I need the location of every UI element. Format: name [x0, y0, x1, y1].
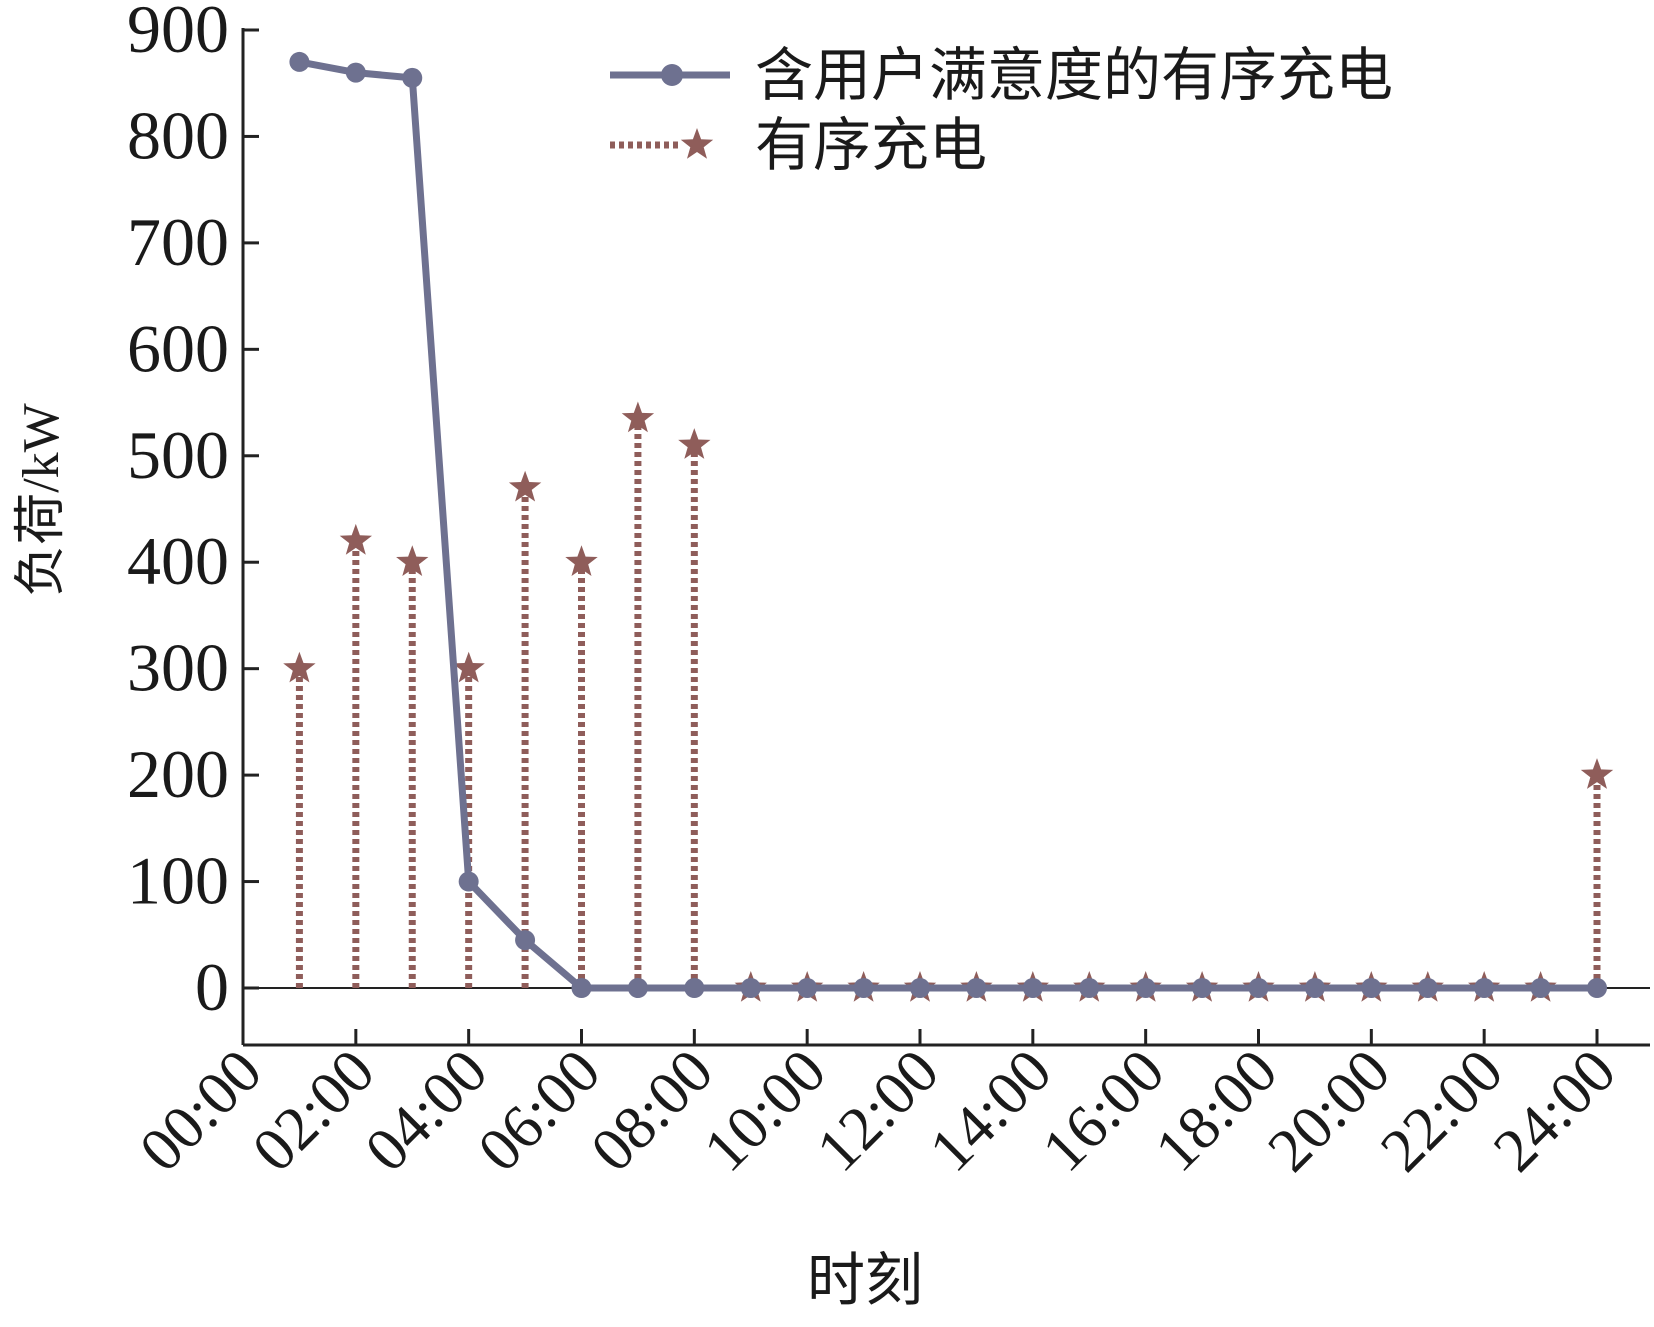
x-tick-label: 20:00 [1255, 1037, 1403, 1185]
x-tick-label: 12:00 [804, 1037, 952, 1185]
y-tick-label: 600 [127, 310, 229, 386]
orderly-star-point [283, 651, 316, 683]
legend-marker-orderly [680, 128, 714, 159]
y-tick-label: 800 [127, 97, 229, 173]
satisfaction-line [298, 58, 1597, 992]
satisfaction-point [1361, 978, 1382, 998]
satisfaction-point [1474, 978, 1495, 998]
x-tick-label: 24:00 [1481, 1037, 1629, 1185]
legend-marker-satisfaction [661, 64, 683, 86]
orderly-star-point [452, 651, 485, 683]
orderly-star-point [621, 401, 655, 433]
y-tick-label: 900 [127, 0, 229, 67]
y-tick-label: 700 [127, 204, 229, 280]
satisfaction-point [1079, 978, 1100, 998]
satisfaction-point [402, 67, 423, 88]
x-tick-label: 10:00 [691, 1037, 839, 1185]
x-tick-label: 04:00 [353, 1037, 501, 1185]
orderly-star-point [565, 545, 598, 576]
satisfaction-point [515, 930, 536, 951]
satisfaction-point [1587, 978, 1607, 998]
series-orderly-charging [283, 401, 1614, 1002]
x-tick-label: 00:00 [127, 1037, 275, 1185]
satisfaction-point [797, 978, 818, 998]
x-tick-label: 18:00 [1142, 1037, 1290, 1185]
orderly-star-point [508, 470, 542, 502]
orderly-star-point [396, 545, 429, 576]
x-tick-label: 14:00 [917, 1037, 1065, 1185]
y-tick-label: 500 [127, 417, 229, 493]
satisfaction-point [627, 978, 648, 998]
y-tick-label: 0 [195, 949, 229, 1025]
satisfaction-point [910, 978, 930, 998]
series-satisfaction-charging [289, 51, 1607, 998]
satisfaction-point [1248, 978, 1269, 998]
x-tick-label: 06:00 [465, 1037, 613, 1185]
satisfaction-point [1304, 978, 1325, 998]
legend-label-satisfaction: 含用户满意度的有序充电 [755, 43, 1393, 108]
satisfaction-point [1530, 978, 1551, 998]
orderly-star-point [678, 428, 711, 459]
satisfaction-point [458, 871, 479, 892]
satisfaction-point [289, 51, 310, 72]
orderly-star-point [1580, 758, 1614, 789]
satisfaction-point [1022, 978, 1043, 998]
y-tick-label: 100 [127, 843, 229, 919]
x-tick-label: 16:00 [1030, 1037, 1178, 1185]
satisfaction-point [966, 978, 987, 998]
legend-label-orderly: 有序充电 [755, 113, 987, 178]
x-tick-label: 08:00 [578, 1037, 726, 1185]
y-tick-label: 300 [127, 630, 229, 706]
satisfaction-point [345, 62, 366, 83]
satisfaction-point [740, 978, 761, 998]
y-tick-label: 200 [127, 736, 229, 812]
satisfaction-point [853, 978, 874, 998]
y-tick-label: 400 [127, 523, 229, 599]
x-tick-label: 02:00 [240, 1037, 388, 1185]
x-tick-label: 22:00 [1368, 1037, 1516, 1185]
satisfaction-point [684, 978, 705, 998]
y-axis-label: 负荷/kW [13, 403, 70, 597]
x-axis-label: 时刻 [807, 1248, 923, 1313]
satisfaction-point [1192, 978, 1213, 998]
orderly-star-point [339, 523, 372, 555]
satisfaction-point [1417, 978, 1438, 998]
satisfaction-point [1135, 978, 1156, 998]
satisfaction-point [571, 978, 592, 998]
